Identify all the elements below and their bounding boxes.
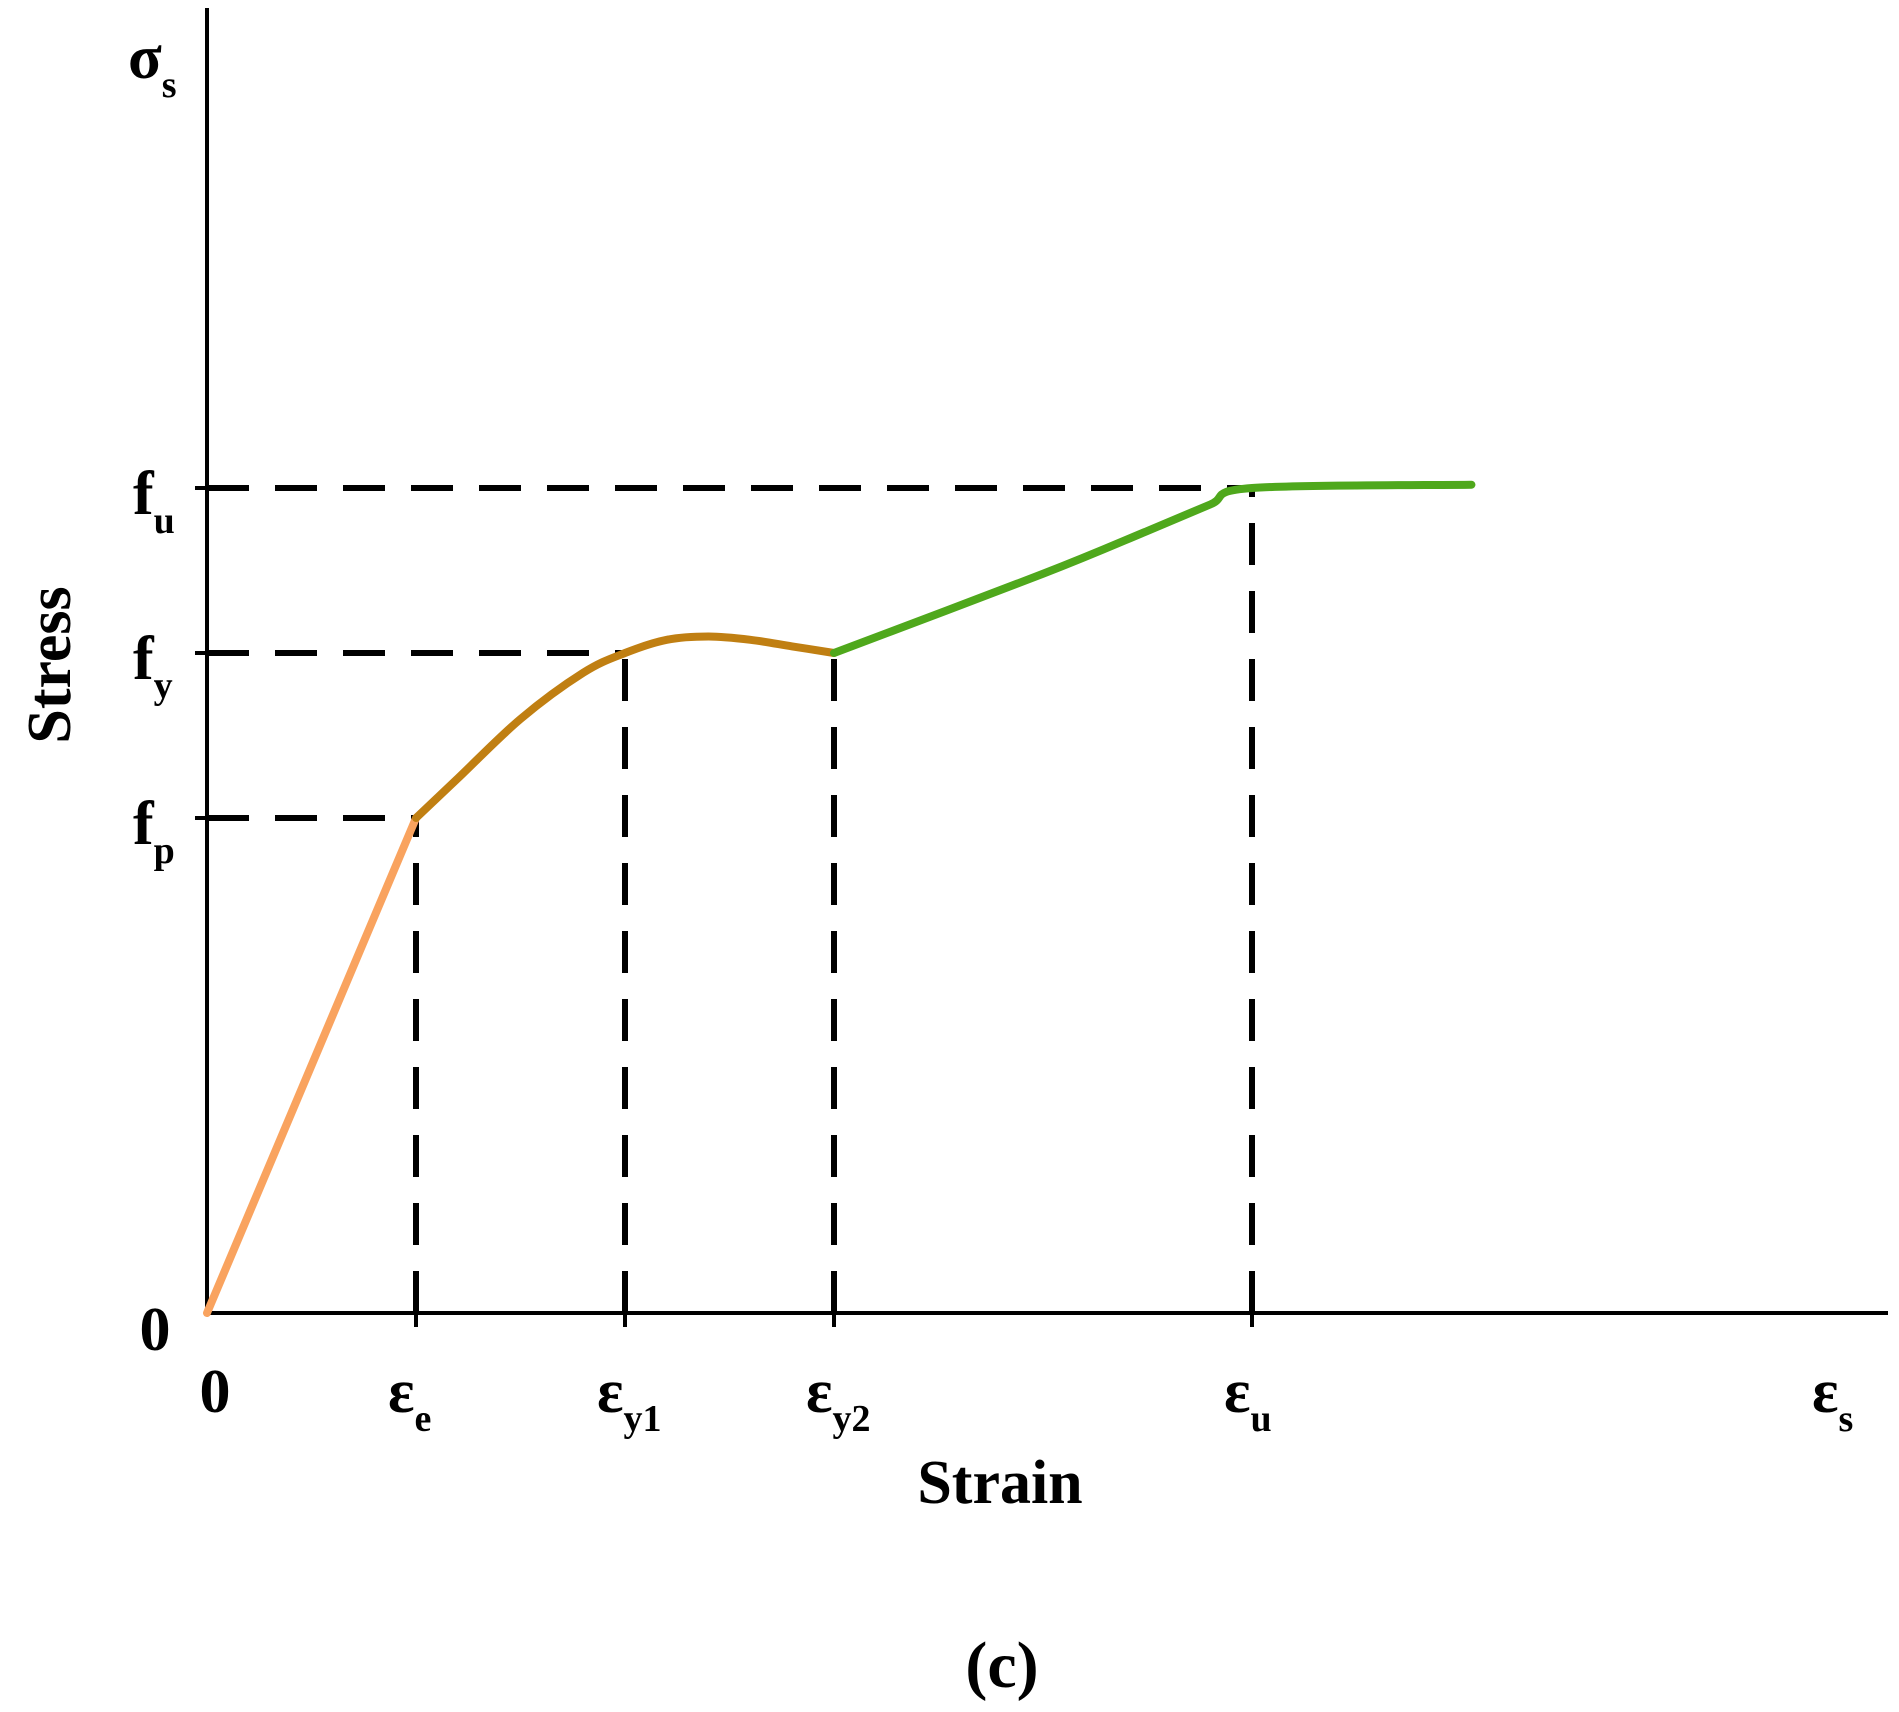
x-tick-label-0: εe — [388, 1358, 431, 1440]
x-tick-label-1-main: ε — [597, 1358, 624, 1426]
x-tick-label-2: εy2 — [806, 1358, 871, 1440]
y-tick-label-0-main: f — [133, 790, 155, 858]
x-tick-label-1: εy1 — [597, 1358, 662, 1440]
y-tick-label-1-sub: y — [154, 665, 173, 707]
guide-lines — [207, 485, 1255, 1313]
x-tick-label-0-sub: e — [415, 1398, 432, 1440]
axes — [195, 8, 1888, 1327]
x-tick-label-2-sub: y2 — [833, 1398, 871, 1440]
y-axis-title: Stress — [16, 586, 84, 743]
x-tick-label-2-main: ε — [806, 1358, 833, 1426]
x-axis-symbol: εs — [1812, 1358, 1853, 1440]
curve-segment-0 — [203, 814, 420, 1317]
panel-label: (c) — [965, 1629, 1038, 1702]
x-axis-symbol-main: ε — [1812, 1358, 1839, 1426]
x-origin-label: 0 — [200, 1358, 231, 1426]
curve-segment-1 — [412, 632, 838, 822]
x-axis-title: Strain — [917, 1449, 1082, 1517]
y-tick-label-2-main: f — [133, 460, 155, 528]
y-axis-symbol-main: σ — [128, 24, 162, 92]
x-tick-label-3: εu — [1224, 1358, 1272, 1440]
x-tick-label-1-sub: y1 — [624, 1398, 662, 1440]
y-axis-symbol: σs — [128, 24, 177, 106]
y-tick-label-2: fu — [133, 460, 175, 542]
y-tick-label-0: fp — [133, 790, 175, 872]
x-tick-label-0-main: ε — [388, 1358, 415, 1426]
curve-series — [203, 480, 1476, 1317]
y-origin-label: 0 — [140, 1296, 171, 1364]
y-tick-label-0-sub: p — [154, 830, 175, 872]
y-axis-symbol-sub: s — [162, 64, 177, 106]
y-tick-label-1-main: f — [133, 625, 155, 693]
x-tick-label-3-main: ε — [1224, 1358, 1251, 1426]
curve-segment-2 — [830, 480, 1476, 657]
y-tick-label-2-sub: u — [154, 500, 175, 542]
y-tick-label-1: fy — [133, 625, 173, 707]
x-tick-label-3-sub: u — [1251, 1398, 1272, 1440]
x-axis-symbol-sub: s — [1839, 1398, 1854, 1440]
